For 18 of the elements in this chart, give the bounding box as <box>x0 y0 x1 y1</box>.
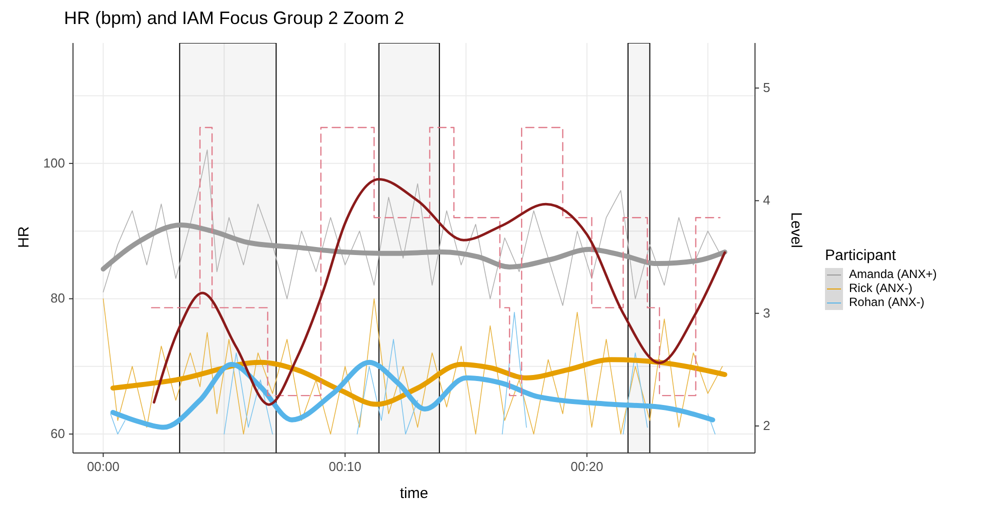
x-axis-title: time <box>400 485 428 502</box>
y2-axis-title: Level <box>788 212 805 248</box>
y2-tick-label: 3 <box>763 305 770 320</box>
legend-label: Rick (ANX-) <box>849 281 912 295</box>
y2-tick-label: 5 <box>763 80 770 96</box>
x-tick-label: 00:20 <box>570 459 604 474</box>
y-tick-label: 100 <box>43 155 65 170</box>
chart-title: HR (bpm) and IAM Focus Group 2 Zoom 2 <box>63 8 406 30</box>
legend-label: Amanda (ANX+) <box>849 267 937 281</box>
y2-tick-label: 2 <box>763 418 770 433</box>
legend-label: Rohan (ANX-) <box>849 295 924 309</box>
x-tick-label: 00:00 <box>86 459 120 474</box>
y2-tick-label: 4 <box>763 192 770 208</box>
x-tick-label: 00:10 <box>328 459 362 474</box>
y-axis-title: HR <box>15 226 32 248</box>
y-tick-label: 60 <box>50 426 65 442</box>
legend-title: Participant <box>825 246 897 264</box>
y-tick-label: 80 <box>50 290 65 306</box>
